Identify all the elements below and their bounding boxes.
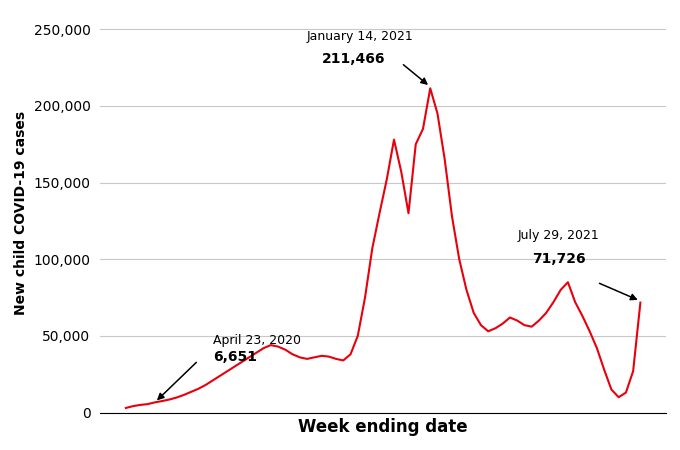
X-axis label: Week ending date: Week ending date xyxy=(299,418,468,436)
Text: January 14, 2021: January 14, 2021 xyxy=(307,30,414,43)
Text: 211,466: 211,466 xyxy=(322,52,385,66)
Text: 71,726: 71,726 xyxy=(532,252,585,266)
Text: 6,651: 6,651 xyxy=(213,350,257,364)
Y-axis label: New child COVID-19 cases: New child COVID-19 cases xyxy=(14,111,28,315)
Text: April 23, 2020: April 23, 2020 xyxy=(213,333,301,346)
Text: July 29, 2021: July 29, 2021 xyxy=(517,230,599,243)
